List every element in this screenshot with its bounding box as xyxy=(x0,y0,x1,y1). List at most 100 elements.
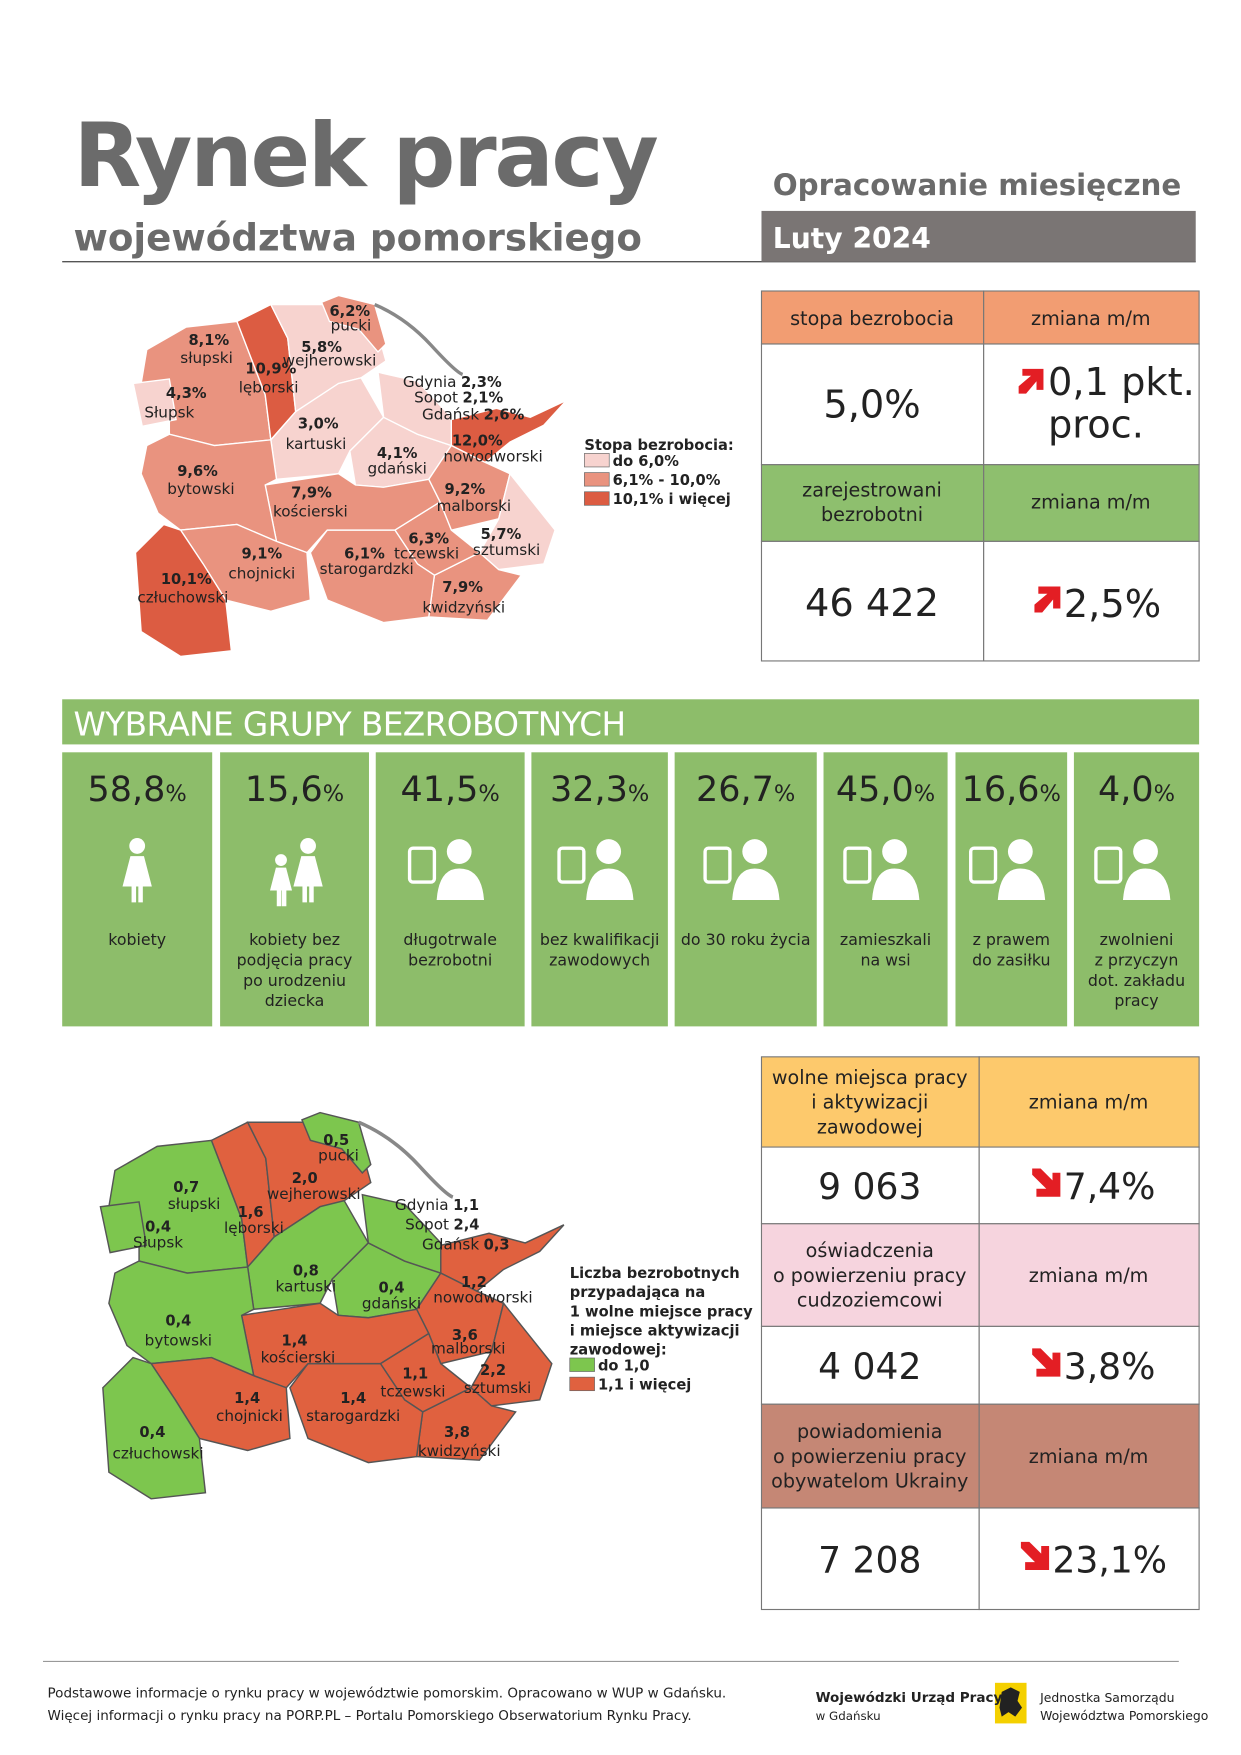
subtitle: województwa pomorskiego xyxy=(73,215,642,259)
cell-header: o powierzeniu pracy xyxy=(773,1264,967,1287)
region-name: kościerski xyxy=(261,1348,336,1366)
icon-part xyxy=(843,846,872,884)
cell-header: zmiana m/m xyxy=(1029,1445,1149,1468)
cell-header: zmiana m/m xyxy=(1031,307,1151,330)
icon-part xyxy=(1133,839,1158,864)
region-value: 4,1% xyxy=(377,445,418,462)
city-name: Gdynia xyxy=(403,373,457,391)
city-label: Gdańsk 2,6% xyxy=(422,406,525,424)
value-cell xyxy=(760,1507,980,1611)
city-value: 0,3 xyxy=(484,1237,510,1254)
region-name: lęborski xyxy=(239,379,299,397)
cell-value: 3,8% xyxy=(1064,1346,1156,1388)
cell-header: zmiana m/m xyxy=(1029,1091,1149,1114)
group-label: bez kwalifikacji xyxy=(540,930,659,949)
city-name: Sopot xyxy=(405,1215,449,1233)
group-label: zwolnieni xyxy=(1100,930,1174,949)
group-unit: % xyxy=(628,781,649,807)
region xyxy=(301,1111,372,1175)
region-name: kwidzyński xyxy=(422,598,505,616)
cell-value: 9 063 xyxy=(818,1166,921,1208)
region-name: lęborski xyxy=(224,1219,284,1237)
region-value: 9,2% xyxy=(445,481,486,498)
cell-value: 2,5% xyxy=(1064,582,1161,627)
region-name: starogardzki xyxy=(306,1407,400,1425)
region-name: człuchowski xyxy=(113,1444,204,1462)
region xyxy=(99,1201,148,1254)
group-unit: % xyxy=(1040,781,1061,807)
city-label: Gdynia 1,1 xyxy=(395,1196,479,1214)
region-name: Słupsk xyxy=(144,403,194,421)
region-value: 8,1% xyxy=(188,332,229,349)
legend-title: Liczba bezrobotnych xyxy=(570,1265,740,1282)
cell-header: bezrobotni xyxy=(821,503,923,526)
region-name: malborski xyxy=(437,497,512,515)
region-name: malborski xyxy=(431,1339,506,1357)
group-label: kobiety xyxy=(108,930,166,949)
cell-header: powiadomienia xyxy=(797,1420,942,1443)
legend-swatch xyxy=(584,472,610,487)
region-value: 1,4 xyxy=(340,1390,366,1407)
cell-header: cudzoziemcowi xyxy=(797,1289,943,1312)
group-label: do zasiłku xyxy=(972,950,1050,969)
metro-region xyxy=(361,1193,442,1275)
region-name: Słupsk xyxy=(133,1233,183,1251)
legend-title: przypadająca na xyxy=(570,1284,706,1301)
region-value: 5,8% xyxy=(301,339,342,356)
region-value: 3,0% xyxy=(298,416,339,433)
group-unit: % xyxy=(1154,781,1175,807)
value-cell xyxy=(978,1325,1200,1405)
group-icon xyxy=(557,839,634,901)
period: Luty 2024 xyxy=(773,222,931,255)
region-value: 7,9% xyxy=(442,579,483,596)
region-name: kościerski xyxy=(273,503,348,521)
region-value: 6,3% xyxy=(408,531,449,548)
header-cell xyxy=(978,1056,1200,1148)
region xyxy=(309,529,436,624)
group-icon xyxy=(969,839,1046,901)
region-name: kartuski xyxy=(286,435,347,453)
value-cell xyxy=(978,1146,1200,1225)
region xyxy=(132,378,177,428)
group-label: do 30 roku życia xyxy=(681,930,811,949)
group-value: 41,5% xyxy=(401,770,500,810)
group-value: 32,3% xyxy=(550,770,649,810)
region-value: 1,4 xyxy=(282,1333,308,1350)
region xyxy=(102,1356,207,1500)
region-name: chojnicki xyxy=(228,565,295,583)
groups-banner xyxy=(62,699,1200,745)
region-value: 0,5 xyxy=(323,1132,349,1149)
group-number: 41,5 xyxy=(401,770,479,810)
region-value: 2,0 xyxy=(292,1170,318,1187)
region-value: 6,2% xyxy=(329,303,370,320)
city-name: Gdańsk xyxy=(422,1236,479,1254)
region-name: kartuski xyxy=(275,1277,336,1295)
group-label: zamieszkali xyxy=(840,930,931,949)
map xyxy=(99,1111,565,1500)
group-icon xyxy=(1094,839,1171,901)
region xyxy=(140,433,278,543)
region-name: pucki xyxy=(318,1147,359,1165)
hel-peninsula xyxy=(357,1120,454,1199)
cell-value: 7,4% xyxy=(1064,1166,1156,1208)
icon-part xyxy=(703,846,732,884)
legend-label: 6,1% - 10,0% xyxy=(613,472,721,489)
icon-part xyxy=(969,846,998,884)
footer-text: Więcej informacji o rynku pracy na PORP.… xyxy=(48,1708,692,1724)
icon-part xyxy=(557,846,586,884)
cell-value: 0,1 pkt. xyxy=(1048,360,1195,405)
group-label: z przyczyn xyxy=(1095,950,1179,969)
region-emblem xyxy=(994,1682,1027,1724)
cell-header: zmiana m/m xyxy=(1031,491,1151,514)
region xyxy=(108,1260,255,1377)
group-label: dot. zakładu xyxy=(1088,971,1185,990)
value-cell xyxy=(983,540,1200,662)
group-value: 16,6% xyxy=(962,770,1061,810)
legend-title: i miejsce aktywizacji xyxy=(570,1322,740,1339)
region-value: 9,1% xyxy=(242,545,283,562)
icon-part xyxy=(1122,868,1171,901)
region-name: wejherowski xyxy=(267,1185,361,1203)
group-unit: % xyxy=(478,781,499,807)
icon-part xyxy=(293,856,323,903)
group-number: 4,0 xyxy=(1098,770,1154,810)
